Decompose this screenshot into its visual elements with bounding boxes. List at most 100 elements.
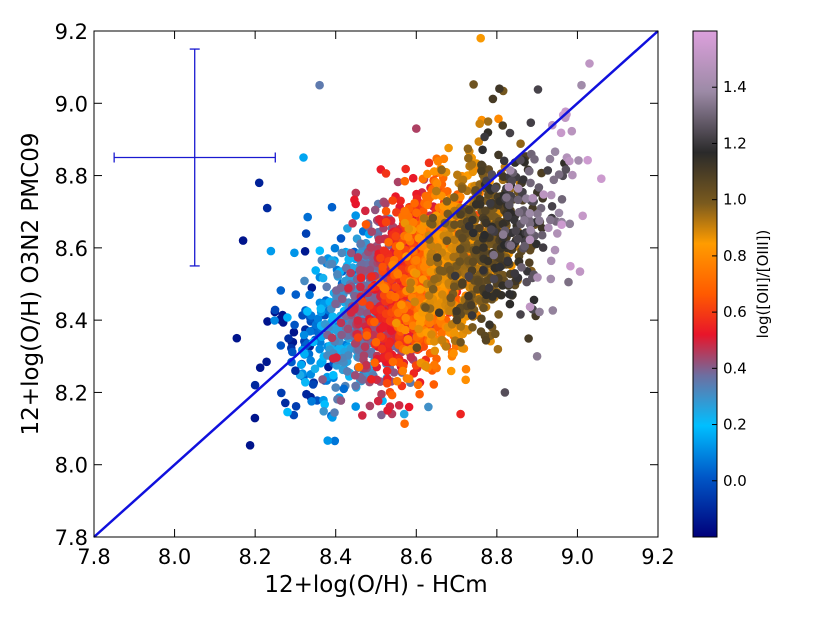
scatter-point (322, 282, 332, 292)
scatter-point (464, 291, 473, 301)
scatter-point (537, 230, 547, 240)
scatter-point (455, 257, 465, 266)
scatter-point (354, 362, 364, 372)
scatter-point-outlier (565, 156, 574, 166)
scatter-point (567, 126, 577, 136)
x-axis: 7.8 8.0 8.2 8.4 8.6 8.8 9.0 9.2 (77, 31, 675, 569)
scatter-point (391, 283, 401, 292)
scatter-point (544, 223, 553, 233)
scatter-point (445, 265, 455, 275)
scatter-point (520, 241, 529, 251)
scatter-point (414, 324, 423, 334)
scatter-point (401, 325, 410, 335)
scatter-point (498, 230, 508, 239)
scatter-point (432, 179, 442, 188)
scatter-point (545, 154, 555, 164)
scatter-point (351, 381, 360, 391)
scatter-point (255, 363, 265, 373)
scatter-point (348, 219, 357, 228)
scatter-point (574, 156, 583, 165)
scatter-point (270, 305, 280, 315)
scatter-point (377, 344, 387, 354)
scatter-point (332, 353, 341, 362)
scatter-point (353, 316, 363, 325)
scatter-point (388, 357, 398, 367)
scatter-point (503, 211, 512, 221)
scatter-point (502, 193, 511, 202)
scatter-point (532, 239, 541, 249)
scatter-point (353, 253, 363, 262)
scatter-point (530, 155, 539, 164)
scatter-point (549, 175, 559, 185)
scatter-point (424, 291, 434, 300)
scatter-point (449, 252, 458, 262)
scatter-point (486, 199, 495, 208)
scatter-point (331, 299, 340, 309)
scatter-point (479, 303, 488, 313)
scatter-point (468, 257, 478, 267)
scatter-point (539, 190, 548, 199)
scatter-point (400, 176, 410, 186)
scatter-point-outlier (412, 124, 421, 133)
scatter-point-outlier (299, 153, 308, 162)
scatter-point (495, 262, 505, 272)
colorbar-label: log([OII]/[OIII]) (754, 230, 772, 339)
scatter-point (320, 400, 330, 409)
scatter-point (525, 302, 535, 312)
scatter-point (388, 196, 398, 205)
scatter-point (525, 258, 534, 268)
y-tick-label: 8.2 (55, 381, 88, 405)
scatter-point (537, 223, 547, 233)
scatter-point-outlier (291, 366, 300, 376)
scatter-point (305, 290, 314, 300)
scatter-point (303, 307, 312, 316)
scatter-point (477, 314, 486, 324)
scatter-point (404, 402, 414, 412)
scatter-point (513, 195, 523, 205)
scatter-point (468, 228, 478, 238)
scatter-point (336, 283, 346, 293)
scatter-point (511, 226, 521, 236)
scatter-point (346, 268, 356, 278)
scatter-point (382, 379, 392, 388)
scatter-point (522, 194, 531, 203)
scatter-point (495, 84, 504, 93)
scatter-point (506, 166, 515, 175)
scatter-point (315, 246, 325, 255)
scatter-point (413, 380, 423, 390)
scatter-point (288, 347, 297, 357)
scatter-point (456, 210, 465, 219)
scatter-point (381, 169, 391, 178)
scatter-point (283, 313, 292, 322)
scatter-point (489, 274, 499, 284)
scatter-point (291, 290, 301, 299)
scatter-point (499, 172, 508, 181)
scatter-point (423, 200, 432, 210)
colorbar-tick-label: 0.6 (723, 303, 747, 321)
scatter-point (318, 273, 328, 283)
scatter-point (390, 292, 400, 302)
scatter-point (452, 306, 461, 316)
scatter-point (401, 346, 411, 355)
scatter-point-outlier (399, 409, 409, 419)
scatter-point (529, 295, 539, 305)
colorbar-tick-label: 0.4 (723, 359, 747, 377)
colorbar-tick-label: 0.0 (723, 472, 747, 490)
scatter-point (428, 220, 437, 229)
scatter-point (453, 170, 462, 180)
scatter-point (337, 248, 347, 258)
scatter-point (505, 299, 515, 309)
one-to-one-line (93, 30, 659, 538)
scatter-point (353, 333, 363, 342)
scatter-point (358, 411, 367, 420)
scatter-point (441, 342, 451, 351)
scatter-point (365, 301, 375, 310)
y-axis: 7.8 8.0 8.2 8.4 8.6 8.8 9.0 9.2 (55, 20, 658, 550)
scatter-point (461, 375, 471, 385)
scatter-point (429, 380, 439, 389)
scatter-point (449, 282, 459, 292)
colorbar-tick-label: 0.2 (723, 416, 747, 434)
scatter-point (405, 284, 415, 294)
scatter-point (583, 155, 592, 165)
scatter-point (485, 320, 494, 330)
